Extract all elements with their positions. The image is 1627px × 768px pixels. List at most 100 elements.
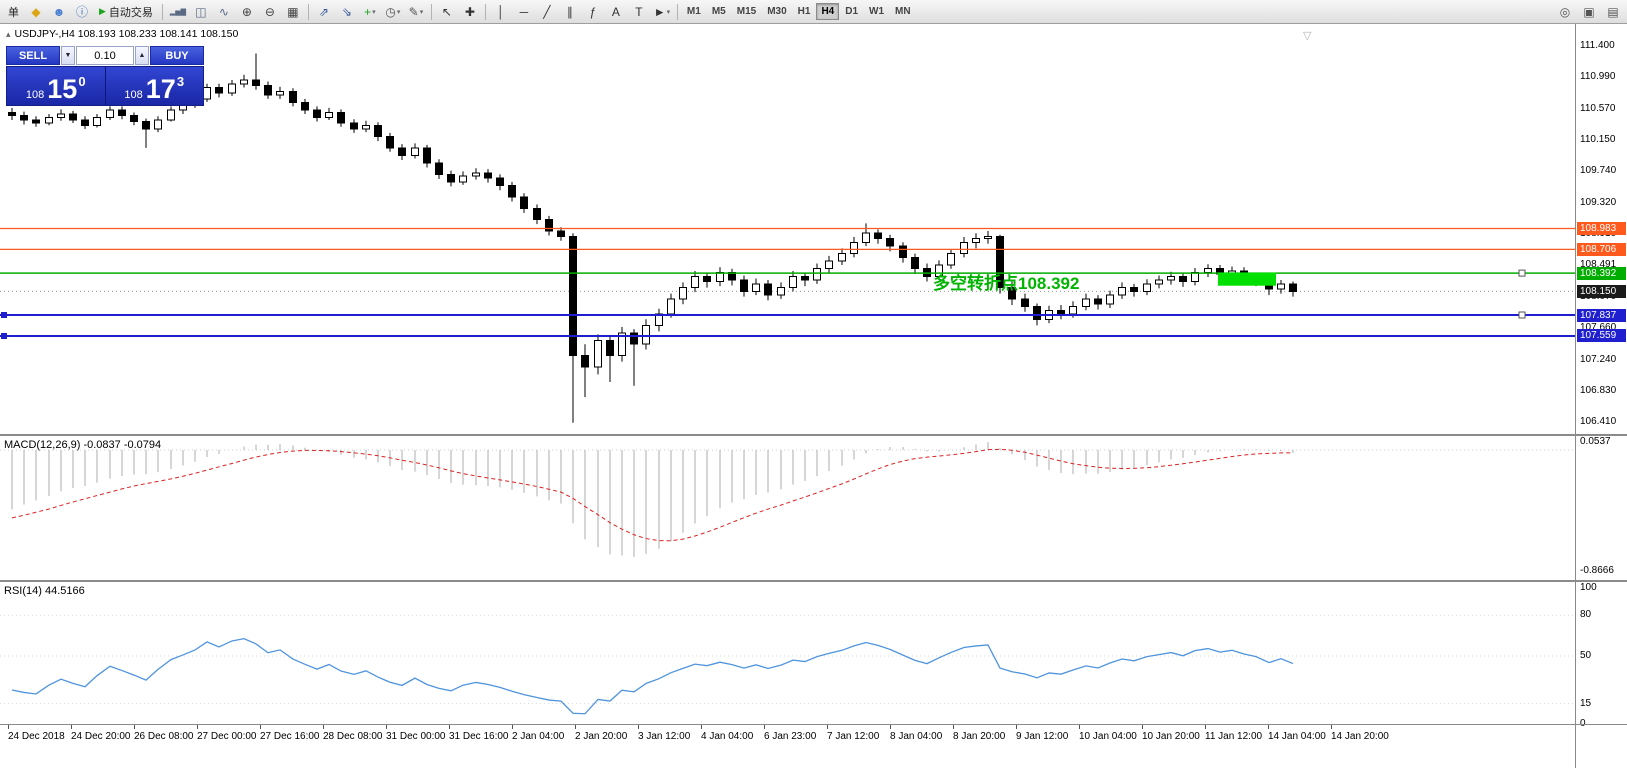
- autotrading-button[interactable]: ▶ 自动交易: [94, 2, 158, 21]
- data-window-icon[interactable]: ▣: [1583, 4, 1595, 19]
- candle: [459, 175, 467, 183]
- candle: [764, 283, 772, 296]
- top-toolbar: 单 ◆ ☻ ⓘ ▶ 自动交易 ▂▅▇ ◫ ∿ ⊕ ⊖ ▦ ⇗ ⇘ + ▾ ◷ ▾ ✎ ▾ ↖ ✚ │ ─ ╱ ∥ ƒ A T ► ▾ M1 M5…: [0, 0, 1627, 24]
- buy-button[interactable]: BUY: [150, 46, 204, 65]
- price-level-tag: 108.983: [1577, 221, 1626, 235]
- candle: [93, 117, 101, 126]
- candle: [337, 111, 345, 124]
- chart-ohlc-header: ▴ USDJPY-,H4 108.193 108.233 108.141 108…: [6, 28, 238, 40]
- candle: [691, 275, 699, 289]
- volume-increment-button[interactable]: ▲: [135, 46, 149, 65]
- candle: [301, 102, 309, 111]
- timeframe-clock-icon[interactable]: ◷ ▾: [385, 4, 401, 19]
- time-axis-tick: [953, 725, 954, 729]
- macd-canvas[interactable]: [0, 436, 1575, 580]
- line-handle[interactable]: [1, 312, 7, 319]
- highlight-rectangle[interactable]: [1218, 272, 1276, 286]
- oct-collapse-icon[interactable]: ▴: [6, 28, 11, 39]
- horizontal-line-icon[interactable]: ─: [519, 4, 529, 19]
- price-axis[interactable]: 111.400 110.990 110.570 110.150 109.740 109.3…: [1575, 24, 1627, 768]
- timeframe-button-h1[interactable]: H1: [797, 6, 811, 17]
- timeframe-button-mn[interactable]: MN: [895, 6, 911, 17]
- sell-price[interactable]: 108 15 0: [25, 74, 86, 104]
- candle: [276, 90, 284, 96]
- time-axis-tick: [827, 725, 828, 729]
- zoom-out-icon[interactable]: ⊖: [264, 4, 275, 19]
- dropdown-arrow-icon: ▾: [396, 8, 401, 16]
- info-icon[interactable]: ⓘ: [75, 5, 88, 19]
- price-axis-label: 111.400: [1580, 40, 1615, 51]
- autoscroll-marker-icon[interactable]: ▽: [1303, 30, 1312, 42]
- time-axis[interactable]: 24 Dec 2018 24 Dec 20:00 26 Dec 08:00 27 De…: [0, 725, 1575, 768]
- volume-decrement-button[interactable]: ▼: [61, 46, 75, 65]
- buy-price[interactable]: 108 17 3: [104, 67, 204, 105]
- time-axis-label: 7 Jan 12:00: [827, 731, 880, 742]
- time-axis-tick: [323, 725, 324, 729]
- line-handle[interactable]: [1518, 269, 1526, 277]
- profiles-icon[interactable]: ☻: [52, 4, 66, 19]
- candle: [32, 119, 40, 124]
- timeframe-button-m1[interactable]: M1: [686, 6, 701, 17]
- price-axis-label: 107.660: [1580, 322, 1617, 334]
- trendline-icon[interactable]: ╱: [543, 4, 551, 19]
- candle: [630, 332, 638, 345]
- sell-button[interactable]: SELL: [6, 46, 60, 65]
- candle: [862, 232, 870, 243]
- line-chart-icon[interactable]: ∿: [218, 4, 229, 19]
- timeframe-button-w1[interactable]: W1: [869, 6, 885, 17]
- indicators-icon[interactable]: ⇗: [318, 4, 329, 19]
- candle: [1069, 305, 1077, 315]
- charts-grid-icon[interactable]: ◆: [31, 4, 41, 19]
- cursor-icon[interactable]: ↖: [441, 4, 452, 19]
- search-icon[interactable]: ◎: [1559, 4, 1571, 19]
- rsi-axis-label: 80: [1580, 609, 1592, 621]
- candle: [1143, 283, 1151, 292]
- label-icon[interactable]: T: [635, 4, 643, 19]
- bar-chart-icon[interactable]: ▂▅▇: [169, 8, 186, 16]
- crosshair-icon[interactable]: ✚: [464, 4, 475, 19]
- add-indicator-icon[interactable]: + ▾: [364, 4, 376, 19]
- timeframe-button-m5[interactable]: M5: [711, 6, 726, 17]
- toolbar-separator: [484, 3, 486, 20]
- order-button[interactable]: 单: [8, 6, 19, 19]
- play-icon: ▶: [99, 6, 106, 16]
- text-icon[interactable]: A: [611, 4, 620, 19]
- time-axis-label: 24 Dec 20:00: [71, 731, 131, 742]
- candle: [703, 275, 711, 283]
- rsi-canvas[interactable]: [0, 582, 1575, 724]
- candle: [984, 235, 992, 240]
- time-axis-tick: [134, 725, 135, 729]
- panels-icon[interactable]: ▤: [1607, 4, 1619, 19]
- panel-splitter[interactable]: [0, 580, 1627, 582]
- turning-point-annotation[interactable]: 多空转折点108.392: [933, 274, 1080, 293]
- candlestick-chart-icon[interactable]: ◫: [195, 4, 207, 19]
- zoom-in-icon[interactable]: ⊕: [241, 4, 252, 19]
- candle: [569, 235, 577, 357]
- candle: [20, 114, 28, 121]
- objects-list-icon[interactable]: ⇘: [341, 4, 352, 19]
- line-handle[interactable]: [1, 332, 7, 339]
- candle: [1033, 305, 1041, 320]
- candle: [752, 283, 760, 292]
- volume-input[interactable]: [76, 46, 134, 65]
- panel-splitter[interactable]: [0, 724, 1627, 725]
- rsi-axis-label: 15: [1580, 697, 1592, 709]
- channel-icon[interactable]: ∥: [566, 4, 573, 19]
- tile-windows-icon[interactable]: ▦: [287, 4, 299, 19]
- panel-splitter[interactable]: [0, 434, 1627, 436]
- arrows-icon[interactable]: ► ▾: [653, 4, 671, 19]
- timeframe-button-d1[interactable]: D1: [845, 6, 859, 17]
- timeframe-button-h4[interactable]: H4: [816, 3, 840, 20]
- candle: [642, 324, 650, 345]
- vertical-line-icon[interactable]: │: [497, 4, 505, 19]
- candle: [8, 111, 16, 116]
- timeframe-button-m30[interactable]: M30: [767, 6, 787, 17]
- line-handle[interactable]: [1518, 311, 1526, 319]
- fibonacci-icon[interactable]: ƒ: [589, 4, 597, 19]
- time-axis-label: 9 Jan 12:00: [1016, 731, 1069, 742]
- timeframe-button-m15[interactable]: M15: [736, 6, 757, 17]
- price-chart-canvas[interactable]: [0, 24, 1575, 434]
- rsi-axis-label: 50: [1580, 650, 1592, 661]
- template-icon[interactable]: ✎ ▾: [408, 4, 424, 19]
- time-axis-label: 10 Jan 20:00: [1142, 731, 1200, 742]
